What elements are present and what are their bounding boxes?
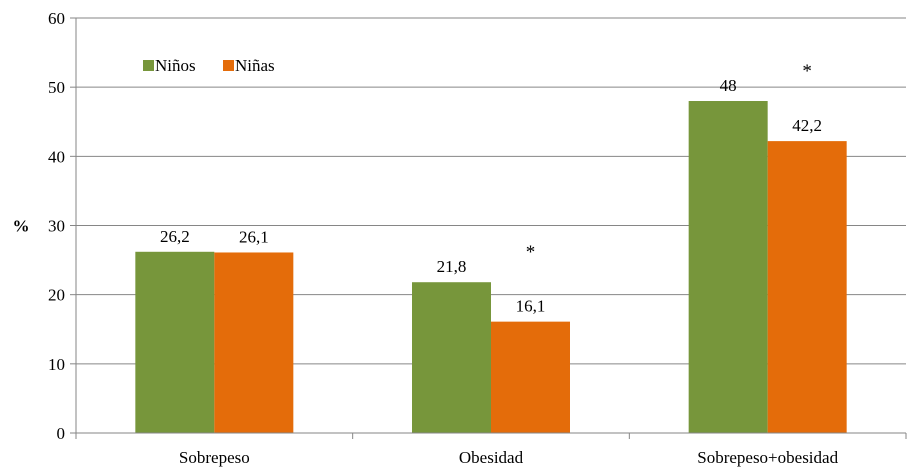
bars bbox=[135, 101, 847, 433]
bar bbox=[491, 321, 570, 433]
significance-markers: ** bbox=[526, 61, 812, 263]
category-labels: Sobrepeso Obesidad Sobrepeso+obesidad bbox=[179, 448, 839, 467]
data-label: 26,1 bbox=[239, 227, 269, 246]
legend: Niños Niñas bbox=[143, 56, 275, 75]
legend-swatch bbox=[143, 60, 154, 71]
significance-marker: * bbox=[802, 61, 812, 82]
data-labels: 26,2 26,1 21,8 16,1 48 42,2 bbox=[160, 76, 822, 316]
legend-label: Niñas bbox=[235, 56, 275, 75]
data-label: 16,1 bbox=[516, 297, 546, 316]
legend-swatch bbox=[223, 60, 234, 71]
bar bbox=[135, 251, 215, 433]
category-label: Obesidad bbox=[459, 448, 524, 467]
axes bbox=[70, 17, 907, 439]
bar bbox=[214, 252, 294, 433]
y-tick-labels: 0 10 20 30 40 50 60 bbox=[48, 9, 65, 443]
significance-marker: * bbox=[526, 242, 536, 263]
y-tick-label: 50 bbox=[48, 78, 65, 97]
data-label: 42,2 bbox=[792, 116, 822, 135]
y-tick-label: 40 bbox=[48, 147, 65, 166]
legend-label: Niños bbox=[155, 56, 196, 75]
data-label: 26,2 bbox=[160, 227, 190, 246]
category-label: Sobrepeso bbox=[179, 448, 250, 467]
category-label: Sobrepeso+obesidad bbox=[697, 448, 838, 467]
bar bbox=[412, 282, 491, 433]
y-axis-label: % bbox=[13, 217, 30, 236]
data-label: 21,8 bbox=[437, 257, 467, 276]
y-tick-label: 30 bbox=[48, 217, 65, 236]
y-tick-label: 0 bbox=[57, 424, 66, 443]
y-tick-label: 20 bbox=[48, 286, 65, 305]
y-tick-label: 60 bbox=[48, 9, 65, 28]
data-label: 48 bbox=[720, 76, 737, 95]
y-tick-label: 10 bbox=[48, 355, 65, 374]
bar bbox=[688, 101, 768, 433]
bar bbox=[767, 141, 847, 433]
